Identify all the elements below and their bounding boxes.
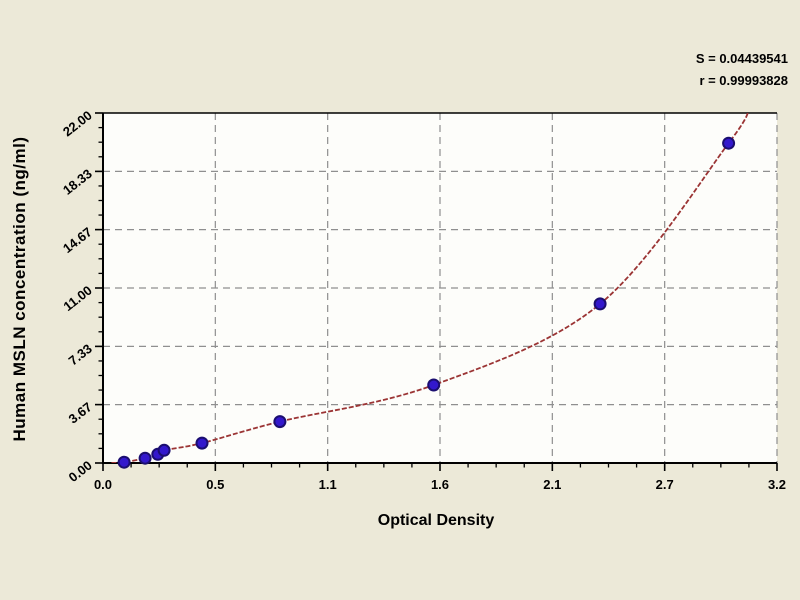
- y-tick-label: 22.00: [60, 108, 95, 140]
- data-point: [138, 451, 152, 465]
- data-point: [157, 443, 171, 457]
- data-point: [722, 136, 736, 150]
- stat-standard-error: S = 0.04439541: [695, 51, 788, 66]
- x-tick-label: 1.1: [319, 477, 337, 492]
- stat-correlation: r = 0.99993828: [699, 73, 788, 88]
- y-tick-label: 0.00: [66, 458, 95, 485]
- y-tick-label: 7.33: [66, 341, 95, 368]
- y-tick-label: 3.67: [66, 399, 95, 426]
- x-tick-label: 0.0: [94, 477, 112, 492]
- data-point: [117, 455, 131, 469]
- data-point: [273, 415, 287, 429]
- data-point: [427, 378, 441, 392]
- x-tick-label: 2.7: [656, 477, 674, 492]
- data-point: [593, 297, 607, 311]
- y-tick-label: 18.33: [60, 166, 95, 198]
- y-tick-label: 11.00: [61, 283, 95, 314]
- x-tick-label: 3.2: [768, 477, 786, 492]
- x-axis-title: Optical Density: [377, 512, 495, 529]
- y-tick-label: 14.67: [60, 224, 95, 256]
- x-tick-label: 0.5: [206, 477, 224, 492]
- data-point: [195, 436, 209, 450]
- x-tick-label: 1.6: [431, 477, 449, 492]
- x-tick-label: 2.1: [543, 477, 561, 492]
- fit-statistics: S = 0.04439541 r = 0.99993828: [696, 48, 788, 92]
